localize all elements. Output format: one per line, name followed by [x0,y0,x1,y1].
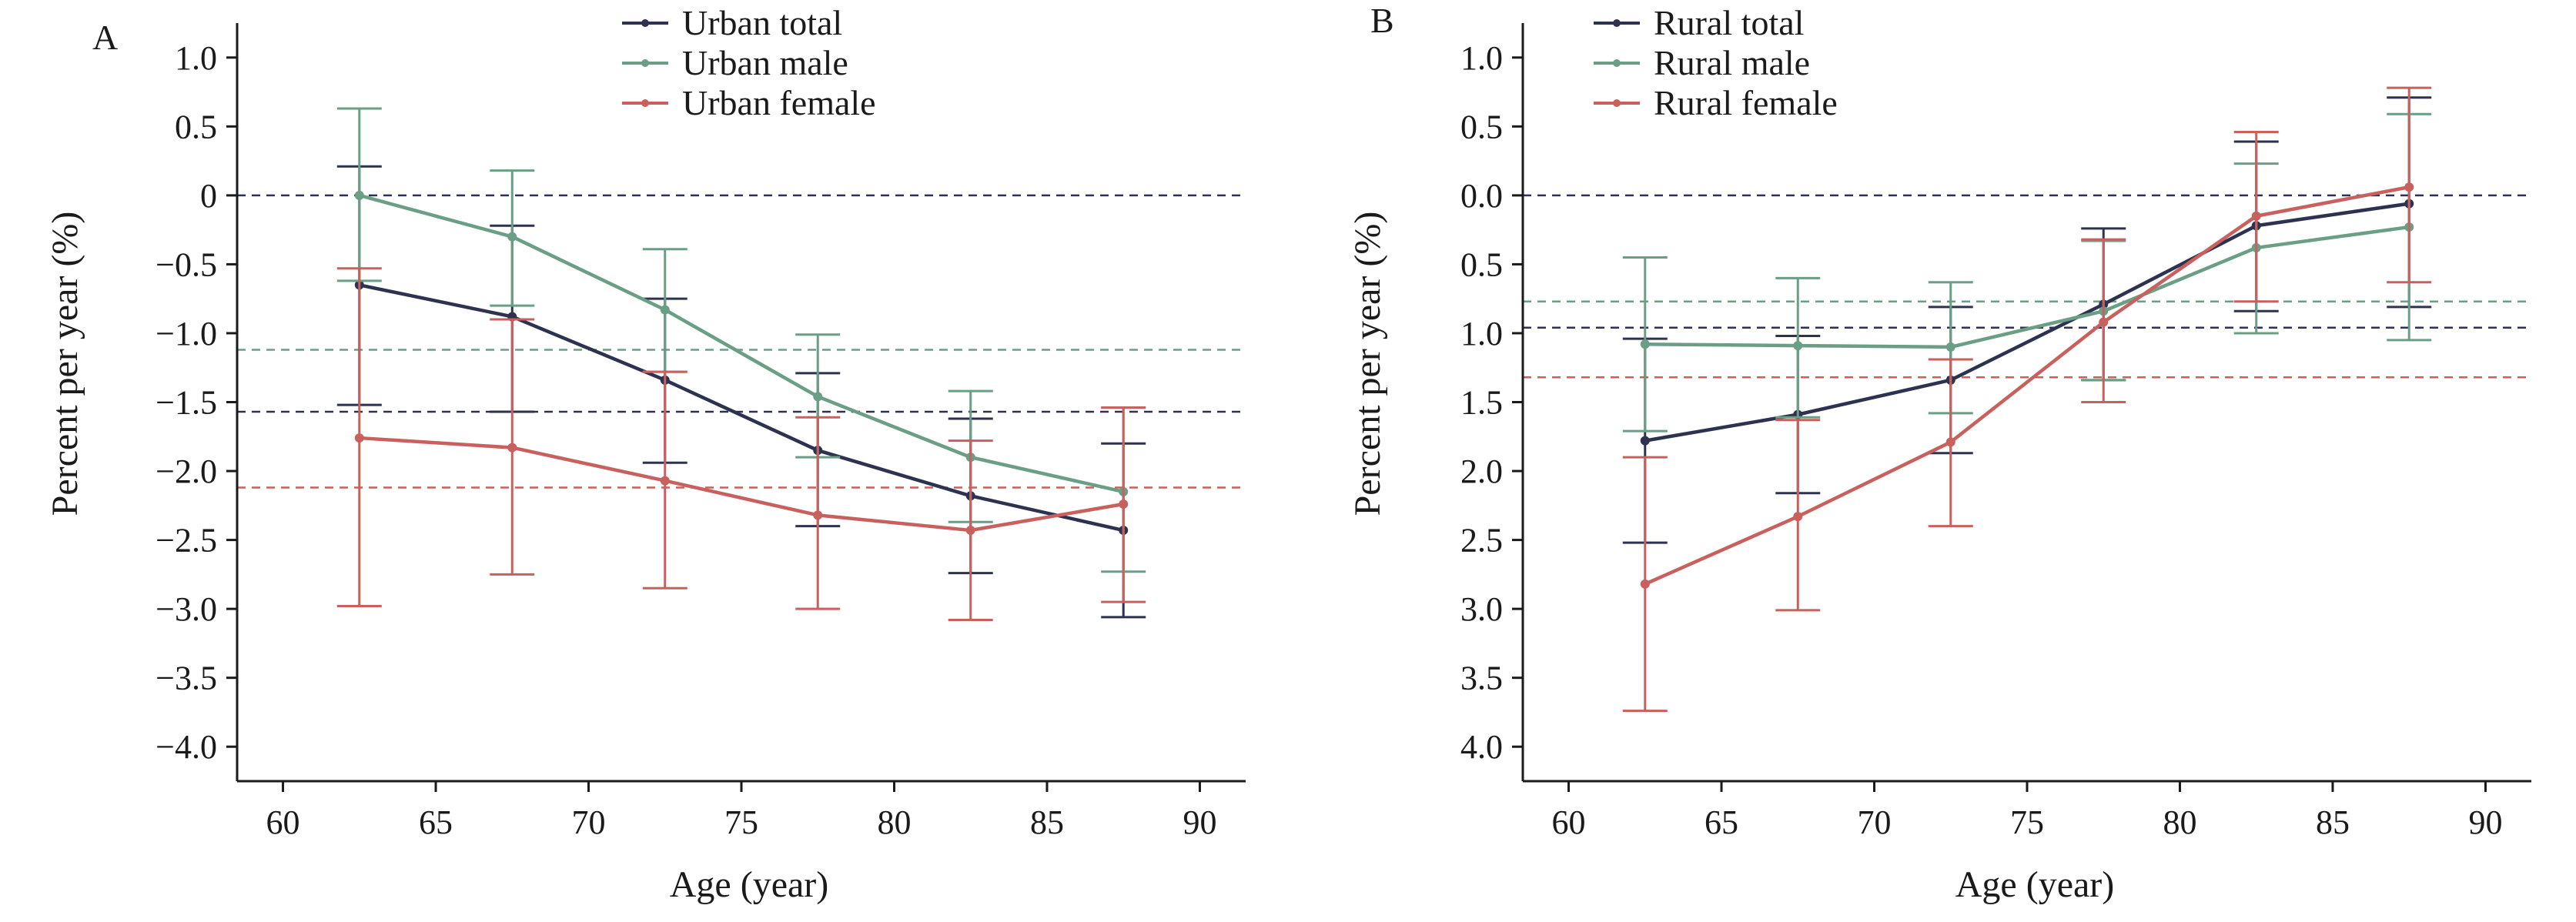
x-tick-label: 85 [2316,803,2350,841]
data-point [660,476,670,486]
series-total [1622,96,2432,544]
x-tick-label: 65 [419,803,453,841]
legend-label: Rural total [1654,3,1804,42]
x-tick-label: 75 [724,803,758,841]
legend-marker [641,19,649,27]
data-point [1640,436,1650,446]
series-female [336,267,1146,621]
y-tick-label: 2.5 [1460,522,1503,560]
y-tick-label: 1.5 [1460,384,1503,422]
y-tick-label: −0.5 [156,246,217,283]
y-tick-label: −3.0 [156,590,217,628]
series-line [359,193,1124,494]
legend-marker [641,59,649,67]
x-axis-title: Age (year) [1955,864,2115,905]
x-tick-label: 60 [266,803,300,841]
x-tick-label: 70 [1858,803,1892,841]
x-tick-label: 70 [572,803,606,841]
y-tick-label: 1.0 [1460,39,1503,77]
y-tick-label: 1.0 [175,39,217,77]
x-tick-label: 60 [1552,803,1586,841]
y-tick-label: 0.5 [175,108,217,145]
data-point [1640,339,1650,349]
panel-a: 1.0 0.5 0 −0.5 −1.0 −1.5 −2.0 −2.5 −3.0 −3.5 −4.0 6… [45,3,1246,905]
panel-letter: B [1370,1,1394,40]
panel-letter: A [92,18,118,57]
y-axis-title: Percent per year (%) [45,212,85,516]
x-tick-label: 80 [2163,803,2196,841]
legend-label: Urban female [682,83,876,122]
y-tick-label: 4.0 [1460,728,1503,766]
data-point [1945,437,1955,447]
data-point [2099,317,2109,327]
y-tick-label: −2.0 [156,453,217,490]
y-tick-label: −1.5 [156,384,217,422]
y-tick-label: −4.0 [156,728,217,766]
x-tick-label: 90 [2468,803,2502,841]
data-point [1793,341,1803,351]
data-point [813,392,823,402]
y-tick-label: 2.0 [1460,453,1503,490]
data-point [1945,342,1955,352]
legend-label: Rural male [1654,43,1810,82]
data-point [507,232,517,242]
legend-label: Urban male [682,43,848,82]
data-point [1640,579,1650,589]
data-point [1119,499,1129,509]
series-male [336,107,1146,573]
y-tick-label: 0.0 [1460,177,1503,215]
y-tick-label: 0.5 [1460,108,1503,145]
data-point [507,443,517,453]
y-tick-label: 3.5 [1460,660,1503,697]
y-tick-label: −1.0 [156,315,217,352]
data-point [354,190,364,200]
y-tick-label: −3.5 [156,660,217,697]
y-tick-label: −2.5 [156,522,217,560]
y-tick-label: 3.0 [1460,590,1503,628]
y-axis-title: Percent per year (%) [1347,212,1388,516]
data-point [2404,182,2414,192]
y-tick-label: 0 [200,177,217,215]
series-line [359,283,1124,533]
data-point [965,526,975,536]
x-axis-title: Age (year) [670,864,829,905]
legend-marker [1613,99,1621,107]
data-point [813,510,823,520]
legend-marker [1613,19,1621,27]
legend-label: Rural female [1654,83,1838,122]
legend-label: Urban total [682,3,842,42]
legend-marker [641,99,649,107]
data-point [2251,211,2261,221]
x-tick-label: 90 [1183,803,1216,841]
data-point [660,305,670,315]
series-total [336,165,1146,619]
panel-b: 1.0 0.5 0.0 0.5 1.0 1.5 2.0 2.5 3.0 3.5 4.0 60 65 70 7… [1347,1,2531,905]
data-point [354,433,364,443]
x-tick-label: 85 [1030,803,1064,841]
series-line [359,436,1124,533]
y-tick-label: 0.5 [1460,246,1503,283]
x-tick-label: 75 [2010,803,2044,841]
series-line [1644,185,2410,586]
series-line [1644,202,2410,443]
series-female [1622,86,2432,713]
data-point [1793,512,1803,522]
legend-marker [1613,59,1621,67]
y-tick-label: 1.0 [1460,315,1503,352]
series-line [1644,225,2410,349]
x-tick-label: 80 [877,803,911,841]
x-tick-label: 65 [1705,803,1738,841]
